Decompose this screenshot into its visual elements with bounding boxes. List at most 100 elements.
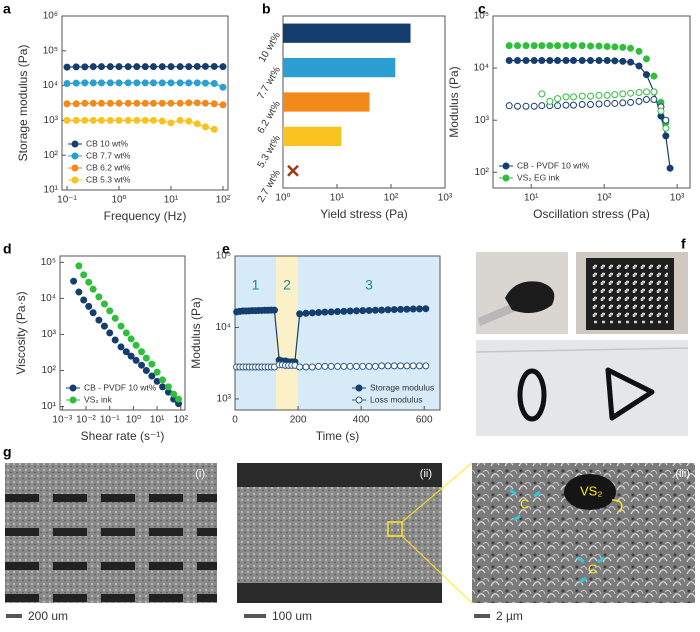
data-point [167,99,175,107]
data-point [587,92,595,100]
data-point [176,116,184,124]
data-point [106,99,114,107]
data-point [149,99,157,107]
data-point [321,362,329,370]
region [298,256,440,410]
legend-marker [69,396,77,404]
data-point [111,314,119,322]
legend-marker [71,152,79,160]
data-point [611,99,619,107]
data-point [149,63,157,71]
y-tick-label: 10¹ [44,185,59,196]
data-point [138,361,146,369]
y-tick-label: 10² [44,150,59,161]
region [276,256,299,410]
data-point [340,307,348,315]
data-point [72,79,80,87]
data-point [505,42,513,50]
x-axis-title: Oscillation stress (Pa) [533,207,650,221]
data-point [193,62,201,70]
x-axis-title: Shear rate (s⁻¹) [81,429,165,443]
data-point [378,306,386,314]
y-tick-label: 10³ [475,115,490,126]
data-point [546,97,554,105]
data-point [522,56,530,64]
data-point [270,306,278,314]
data-point [530,56,538,64]
annotation: C [588,561,597,576]
data-point [176,99,184,107]
data-point [371,306,379,314]
data-point [635,47,643,55]
data-point [124,63,132,71]
x-tick-label: 10³ [438,193,453,204]
data-point [569,93,577,101]
scale-bar-label: 200 um [28,609,68,623]
data-point [89,285,97,293]
data-point [587,56,595,64]
data-point [117,343,125,351]
data-point [89,63,97,71]
x-tick-label: 10⁻¹ [57,195,77,206]
y-tick-label: 10⁵ [41,257,56,268]
data-point [124,116,132,124]
x-tick-label: 200 [290,415,307,426]
category-label: 7.7 wt% [256,65,283,101]
data-point [662,132,670,140]
data-point [352,362,360,370]
annotation: C [520,496,529,511]
image-label: (iii) [675,468,690,480]
chart: 10⁻¹ 10⁰ 10¹ 10² 10¹ 10² 10³ 10⁴ 10⁵ 10⁶ Frequency… [16,11,231,224]
data-point [127,335,135,343]
no-yield-marker [287,164,299,177]
data-point [650,88,658,96]
data-point [650,95,658,103]
data-point [346,362,354,370]
data-point [106,116,114,124]
data-point [315,308,323,316]
plot-frame [59,255,186,411]
data-point [530,42,538,50]
data-point [142,354,150,362]
x-tick-label: 10³ [670,193,685,204]
data-point [141,116,149,124]
data-point [106,63,114,71]
legend-label: CB - PVDF 10 wt% [517,160,590,170]
zoom-lines [401,462,473,604]
data-point [514,56,522,64]
y-tick-label: 10¹ [42,401,57,412]
data-point [158,99,166,107]
y-tick-label: 10⁵ [43,45,58,56]
x-tick-label: 10⁻³ [52,415,72,426]
data-point [210,125,218,133]
scale-bar-label: 100 um [272,609,312,623]
carbon-markers [509,488,605,584]
data-point [167,79,175,87]
data-point [193,120,201,128]
data-point [219,63,227,71]
gap [237,463,442,487]
data-point [595,100,603,108]
x-tick-label: 10¹ [150,415,165,426]
y-axis-title: Storage modulus (Pa) [16,45,30,162]
glass-edge [475,347,689,353]
data-point [422,362,430,370]
data-point [97,79,105,87]
data-point [595,56,603,64]
data-point [141,79,149,87]
legend-label: CB 7.7 wt% [86,150,131,160]
data-point [627,58,635,66]
y-tick-label: 10³ [42,329,57,340]
data-point [81,63,89,71]
data-point [611,57,619,65]
data-point [170,390,178,398]
data-point [148,360,156,368]
data-point [111,336,119,344]
y-tick-label: 10⁶ [43,11,58,22]
annotation-arrow [611,499,623,513]
data-point [397,305,405,313]
data-point [302,363,310,371]
panel-label: e [222,241,230,257]
legend-label: Storage modulus [370,382,434,392]
data-point [185,117,193,125]
